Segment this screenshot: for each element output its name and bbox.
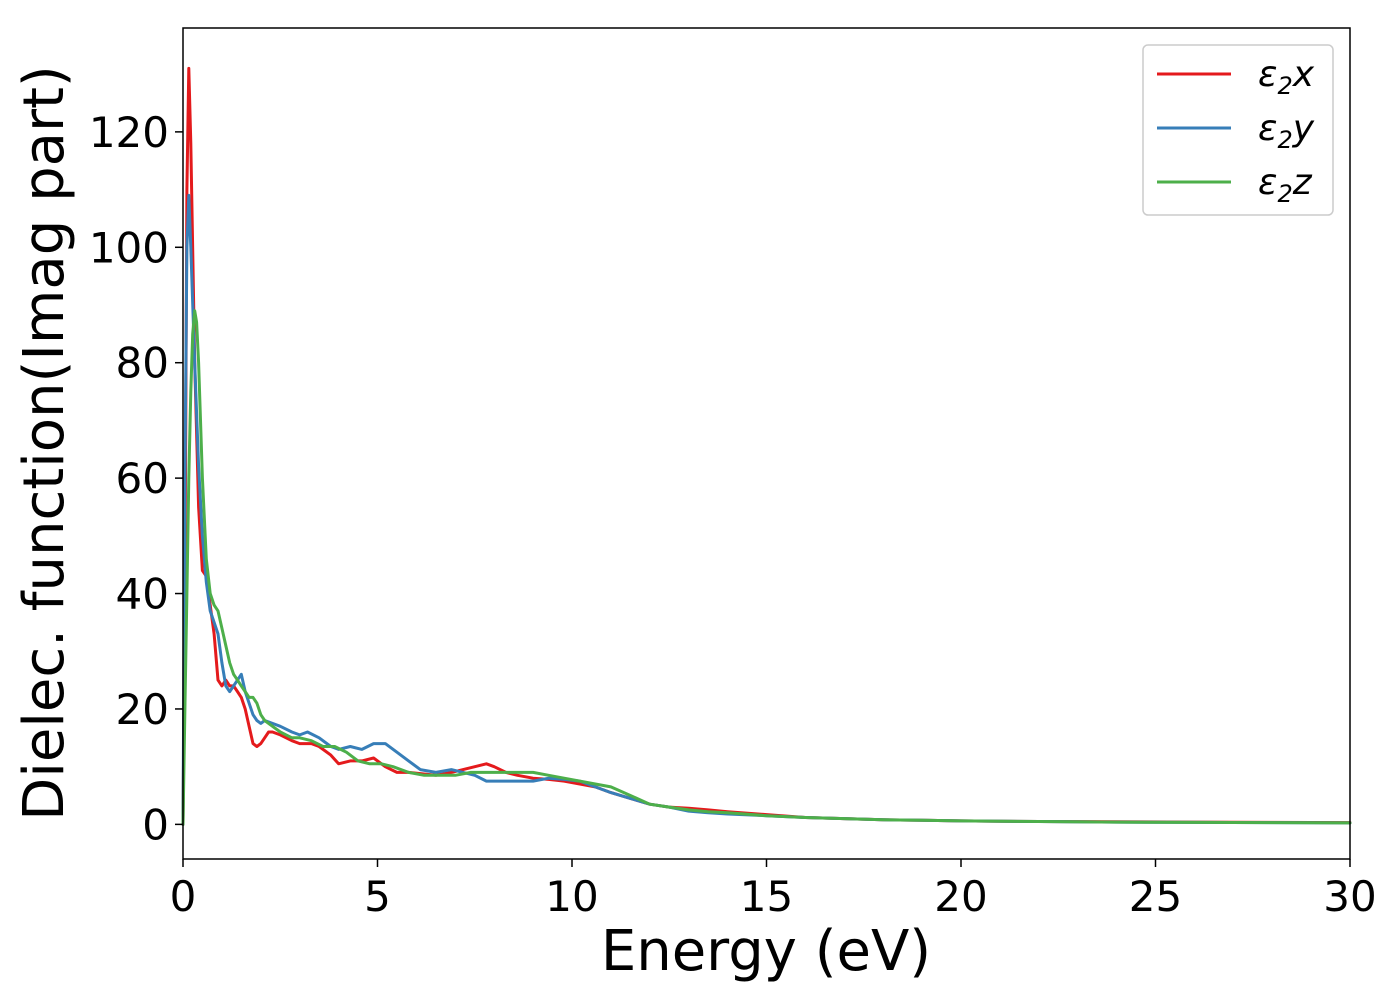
legend-variable: y <box>1292 108 1315 149</box>
y-tick-label: 120 <box>89 108 169 157</box>
y-tick-label: 100 <box>89 223 169 272</box>
x-tick-label: 0 <box>170 872 197 921</box>
y-tick-label: 40 <box>116 570 169 619</box>
series-layer <box>181 66 1352 826</box>
legend-entry-y: ε2y <box>1258 108 1315 154</box>
x-tick-label: 30 <box>1323 872 1376 921</box>
legend-box <box>1142 44 1334 216</box>
x-axis-title: Energy (eV) <box>601 919 931 984</box>
y-tick-label: 80 <box>116 339 169 388</box>
x-tick-label: 5 <box>364 872 391 921</box>
x-tick-label: 25 <box>1129 872 1182 921</box>
y-tick-label: 60 <box>116 454 169 503</box>
x-axis: 0 5 10 15 20 25 30 <box>170 859 1377 921</box>
y-axis: 0 20 40 60 80 100 120 <box>89 108 183 849</box>
legend-subscript: 2 <box>1277 72 1292 100</box>
legend-symbol: ε <box>1258 108 1277 149</box>
legend-symbol: ε <box>1258 162 1277 203</box>
legend-subscript: 2 <box>1277 180 1292 208</box>
x-tick-label: 10 <box>545 872 598 921</box>
y-tick-label: 0 <box>142 800 169 849</box>
x-tick-label: 20 <box>934 872 987 921</box>
legend-entry-x: ε2x <box>1258 54 1315 100</box>
legend-variable: x <box>1292 54 1315 95</box>
series-line-x <box>181 66 1352 826</box>
series-line-z <box>181 309 1352 826</box>
y-axis-title: Dielec. function(Imag part) <box>12 65 77 821</box>
legend-variable: z <box>1292 162 1313 203</box>
legend-subscript: 2 <box>1277 126 1292 154</box>
legend-entry-z: ε2z <box>1258 162 1313 208</box>
legend-symbol: ε <box>1258 54 1277 95</box>
y-tick-label: 20 <box>116 685 169 734</box>
x-tick-label: 15 <box>740 872 793 921</box>
